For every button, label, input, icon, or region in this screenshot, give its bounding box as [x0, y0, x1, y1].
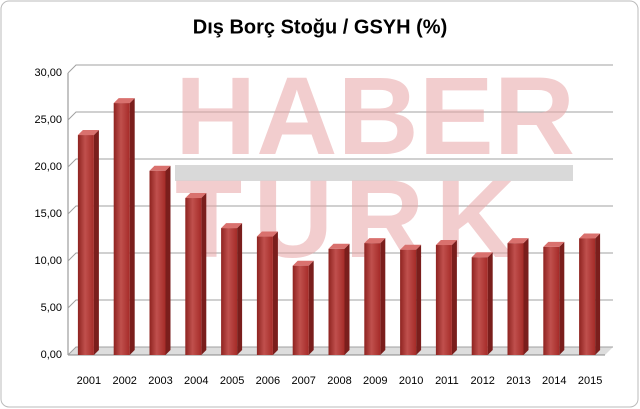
bar-side — [201, 193, 207, 355]
bar-side — [93, 130, 99, 355]
x-tick-label: 2003 — [148, 375, 172, 387]
chart-title: Dış Borç Stoğu / GSYH (%) — [193, 16, 447, 38]
bar — [471, 257, 488, 355]
bar-side — [165, 165, 171, 355]
bar-top — [400, 244, 422, 250]
bar — [579, 238, 596, 355]
bar-top — [471, 252, 493, 258]
bar-top — [256, 231, 278, 237]
bar — [507, 243, 524, 355]
x-tick-label: 2009 — [363, 375, 387, 387]
bar-top — [435, 240, 457, 246]
bar-top — [113, 98, 135, 104]
bar-side — [487, 252, 493, 355]
x-tick-label: 2012 — [470, 375, 494, 387]
bar-side — [451, 240, 457, 355]
y-tick-label: 25,00 — [34, 114, 62, 126]
bar-side — [344, 243, 350, 355]
y-tick-label: 20,00 — [34, 161, 62, 173]
bar-side — [416, 244, 422, 355]
y-tick-label: 5,00 — [41, 302, 62, 314]
bar-top — [328, 243, 350, 249]
grid-line — [67, 64, 613, 74]
y-tick-label: 0,00 — [41, 349, 62, 361]
y-tick-label: 30,00 — [34, 67, 62, 79]
bar — [543, 246, 560, 355]
grid-line — [67, 111, 613, 121]
bar-side — [272, 231, 278, 355]
bar — [400, 249, 417, 355]
bar-top — [185, 193, 207, 199]
bar — [185, 198, 202, 355]
bar-top — [221, 223, 243, 229]
bar-top — [77, 130, 99, 136]
grid-line — [67, 205, 613, 215]
bar — [77, 135, 94, 355]
bar-side — [523, 238, 529, 355]
bar — [221, 228, 238, 355]
watermark-bar — [175, 165, 573, 181]
bar — [113, 103, 130, 355]
bar-top — [579, 233, 601, 239]
x-tick-label: 2013 — [506, 375, 530, 387]
bar — [292, 265, 309, 355]
x-tick-label: 2006 — [256, 375, 280, 387]
bar-side — [595, 233, 601, 355]
y-tick-label: 15,00 — [34, 208, 62, 220]
x-tick-label: 2015 — [578, 375, 602, 387]
bar — [149, 170, 166, 355]
x-tick-label: 2014 — [542, 375, 566, 387]
bar-side — [308, 260, 314, 355]
bar-top — [292, 260, 314, 266]
x-tick-label: 2002 — [112, 375, 136, 387]
bar-side — [129, 98, 135, 355]
bar — [328, 248, 345, 355]
bar — [364, 243, 381, 355]
x-tick-label: 2004 — [184, 375, 208, 387]
x-tick-label: 2010 — [399, 375, 423, 387]
x-tick-label: 2008 — [327, 375, 351, 387]
bar-top — [149, 165, 171, 171]
bar-top — [364, 238, 386, 244]
bar-side — [380, 238, 386, 355]
bar-top — [507, 238, 529, 244]
bar-side — [559, 241, 565, 355]
grid-line — [67, 252, 613, 262]
bar — [256, 236, 273, 355]
x-tick-label: 2011 — [435, 375, 459, 387]
watermark-text: HABER — [175, 55, 575, 178]
grid-line — [67, 346, 613, 356]
grid-line — [67, 158, 613, 168]
x-tick-label: 2001 — [77, 375, 101, 387]
bar-top — [543, 241, 565, 247]
x-tick-label: 2007 — [291, 375, 315, 387]
x-tick-label: 2005 — [220, 375, 244, 387]
bar — [435, 245, 452, 355]
grid-line — [67, 299, 613, 309]
bar-side — [237, 223, 243, 355]
y-tick-label: 10,00 — [34, 255, 62, 267]
